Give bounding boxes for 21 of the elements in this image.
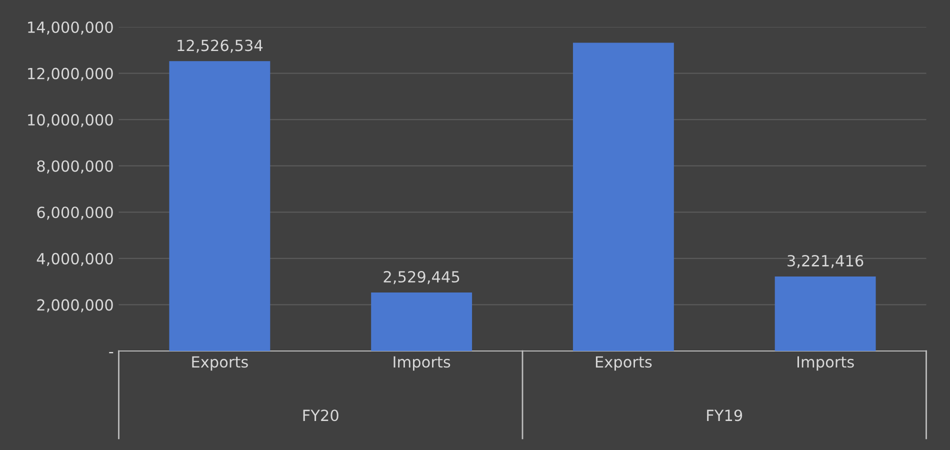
text: FY20 <box>303 410 338 422</box>
x-tick-label: Imports <box>797 356 854 371</box>
data-label: 12,526,534 <box>178 40 263 53</box>
y-tick-label: 8,000,000 <box>37 160 113 174</box>
text: FY19 <box>707 410 742 422</box>
bar <box>572 42 674 351</box>
x-tick-label: Exports <box>596 356 652 371</box>
y-tick-label: 10,000,000 <box>28 114 113 128</box>
bar <box>774 276 876 351</box>
y-tick-label: 14,000,000 <box>28 21 113 35</box>
x-tick-label: Exports <box>192 356 248 371</box>
y-tick-label: 2,000,000 <box>37 299 113 312</box>
y-tick-label: 6,000,000 <box>37 206 113 220</box>
data-label: 3,221,416 <box>788 254 864 268</box>
y-tick-label: 12,000,000 <box>28 68 113 81</box>
x-tick-label: Imports <box>394 356 450 371</box>
data-label: 2,529,445 <box>384 271 460 284</box>
y-tick-label: 4,000,000 <box>36 252 113 266</box>
bar <box>371 292 472 351</box>
bar <box>169 61 270 351</box>
y-tick-label: - <box>109 352 114 354</box>
